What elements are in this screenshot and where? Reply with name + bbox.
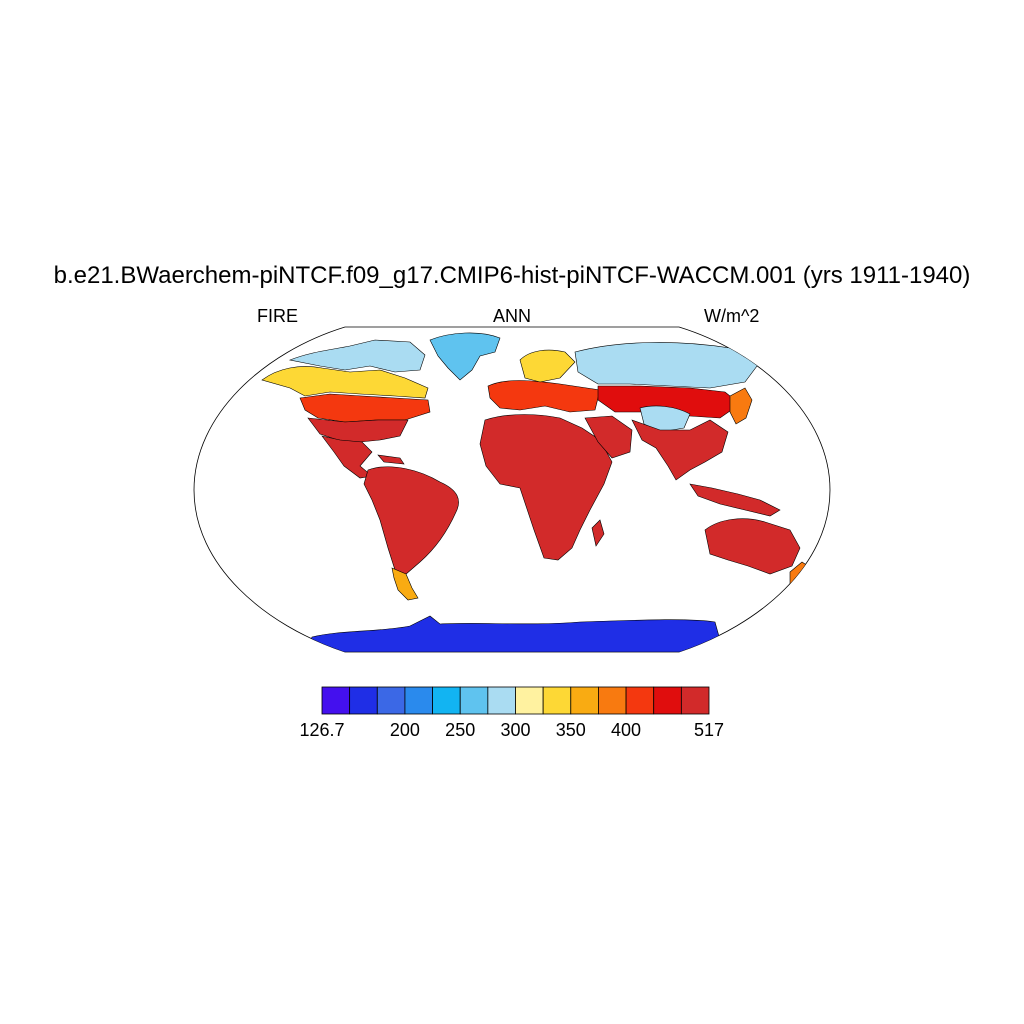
colorbar-boxes — [321, 686, 710, 715]
patagonia — [391, 567, 419, 601]
colorbar-tick-label: 250 — [445, 720, 476, 740]
central-asia — [597, 385, 741, 419]
antarctica — [305, 615, 721, 652]
colorbar-box — [570, 686, 599, 715]
season-label: ANN — [492, 306, 531, 326]
colorbar-box — [404, 686, 433, 715]
alaska-canada — [261, 366, 429, 399]
colorbar-box — [680, 686, 710, 715]
colorbar-box — [598, 686, 627, 715]
madagascar — [591, 519, 605, 547]
north-america-mid — [299, 393, 431, 423]
colorbar-tick-label: 517 — [693, 720, 725, 740]
colorbar-box — [349, 686, 378, 715]
units-label: W/m^2 — [704, 306, 760, 326]
australia — [704, 518, 801, 575]
colorbar-box — [515, 686, 544, 715]
indonesia — [689, 483, 781, 517]
colorbar-box — [653, 686, 682, 715]
japan-korea — [729, 387, 753, 425]
scandinavia — [519, 349, 576, 383]
central-america — [321, 435, 373, 479]
colorbar-box — [542, 686, 572, 715]
colorbar-tick-label: 350 — [555, 720, 586, 740]
colorbar-tick-label: 200 — [389, 720, 420, 740]
colorbar-box — [321, 686, 351, 715]
south-america — [363, 466, 459, 576]
caribbean — [377, 454, 405, 465]
europe — [487, 380, 601, 413]
colorbar-box — [625, 686, 655, 715]
arabia — [584, 415, 633, 459]
greenland — [429, 332, 501, 381]
colorbar-box — [459, 686, 489, 715]
figure-title: b.e21.BWaerchem-piNTCF.f09_g17.CMIP6-his… — [53, 262, 971, 289]
colorbar-box — [432, 686, 461, 715]
colorbar-tick-label: 400 — [611, 720, 642, 740]
colorbar-box — [487, 686, 516, 715]
arctic-north-america — [288, 339, 426, 373]
colorbar-box — [376, 686, 406, 715]
india-se-asia — [631, 419, 729, 481]
colorbar-tick-label: 126.7 — [299, 720, 345, 740]
siberia — [574, 342, 761, 389]
variable-label: FIRE — [257, 306, 299, 326]
usa-south — [307, 417, 409, 443]
colorbar-tick-label: 300 — [500, 720, 531, 740]
